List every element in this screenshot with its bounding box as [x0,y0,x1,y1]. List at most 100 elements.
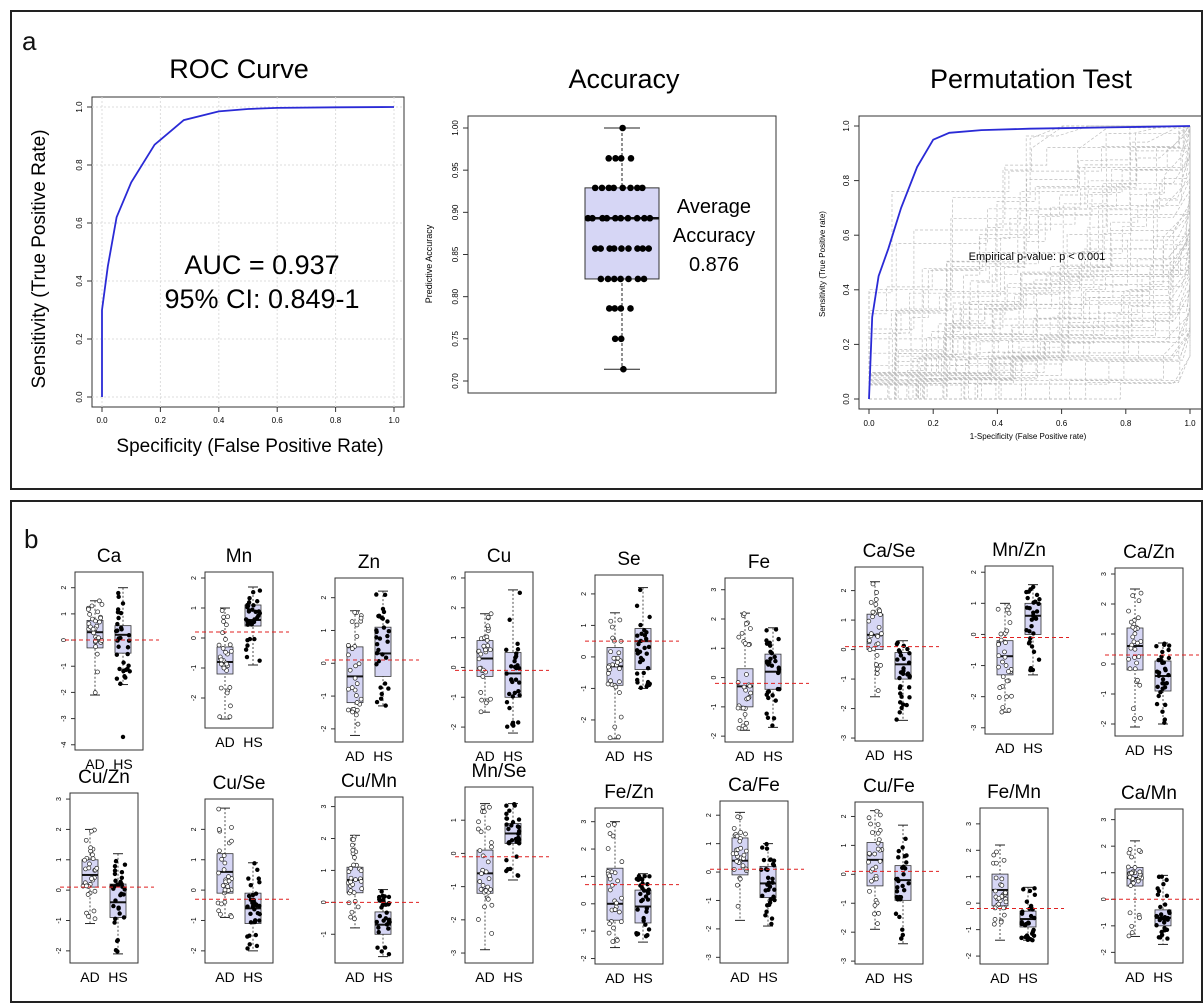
boxplot-point-hs [896,848,901,854]
boxplot-ytick-label: -2 [451,724,458,730]
boxplot-point-ad [222,887,228,893]
boxplot-point-hs [907,695,912,700]
boxplot-point-hs [1160,677,1166,682]
boxplot-point-hs [1025,595,1030,601]
boxplot-point-hs [901,666,906,671]
boxplot-point-ad [878,612,883,617]
boxplot-ytick-label: 0 [841,648,848,652]
roc-auc-text: AUC = 0.937 [184,250,339,280]
boxplot-panel-zn: Zn -2 -1 0 1 2 AD HS [321,552,419,764]
boxplot-point-ad [90,626,96,632]
boxplot-point-ad [998,919,1004,925]
boxplot-point-ad [1001,857,1007,863]
roc-ylabel: Sensitivity (True Positive Rate) [29,129,50,388]
boxplot-point-ad [1126,933,1132,939]
roc-ytick-label: 0.2 [75,333,84,345]
boxplot-point-hs [773,627,779,632]
boxplot-point-ad [358,615,364,621]
boxplot-point-hs [115,621,120,627]
boxplot-point-hs [1029,931,1035,936]
permutation-null-curve [869,126,1191,400]
boxplot-point-ad [89,603,95,609]
boxplot-point-hs [905,672,910,677]
boxplot-point-hs [118,879,123,884]
accuracy-box [584,187,660,280]
boxplot-ytick-label: 2 [56,827,63,831]
boxplot-point-hs [638,891,643,897]
boxplot-point-hs [512,690,518,696]
roc-xtick-label: 0.4 [213,416,225,425]
boxplot-point-hs [896,648,902,653]
boxplot-point-hs [386,628,392,634]
accuracy-point [646,214,654,222]
boxplot-point-hs [504,647,509,653]
boxplot-point-ad [998,631,1004,637]
boxplot-point-ad [1137,869,1143,875]
boxplot-point-hs [374,629,379,635]
boxplot-group-label: HS [763,748,782,764]
boxplot-point-ad [742,712,748,717]
boxplot-ytick-label: -1 [451,694,458,700]
permutation-null-curve [869,126,1191,400]
boxplot-point-hs [1160,709,1165,714]
boxplot-point-hs [374,592,379,597]
boxplot-point-hs [897,710,902,715]
boxplot-point-hs [125,666,130,672]
boxplot-frame [979,807,1049,965]
boxplot-point-ad [875,822,881,827]
boxplot-point-ad [608,649,613,655]
boxplot-point-hs [515,641,520,647]
boxplot-point-hs [646,644,652,650]
boxplot-point-hs [1155,914,1160,919]
boxplot-group-label: AD [735,748,754,764]
permutation-null-curve [869,126,1191,400]
boxplot-point-ad [738,830,743,835]
boxplot-point-ad [619,859,625,865]
boxplot-point-hs [1166,655,1172,661]
boxplot-point-hs [769,921,774,927]
boxplot-point-ad [611,655,617,661]
boxplot-ytick-label: 3 [1101,572,1108,576]
accuracy-point [610,184,617,192]
boxplot-point-ad [217,714,223,720]
boxplot-point-hs [256,876,261,881]
boxplot-point-hs [374,699,380,705]
boxplot-point-hs [770,876,775,881]
boxplot-point-hs [245,946,250,951]
boxplot-point-ad [866,618,872,624]
boxplot-point-ad [358,868,364,874]
accuracy-point [627,305,634,312]
boxplot-point-hs [767,857,773,863]
boxplot-point-hs [509,838,515,843]
boxplot-ytick-label: -1 [321,693,328,699]
boxplot-point-ad [223,649,228,655]
permutation-annotation: Empirical p-value: p < 0.001 [969,251,1106,263]
boxplot-point-ad [97,598,102,604]
boxplot-point-ad [1001,912,1007,918]
boxplot-ytick-label: -2 [321,726,328,732]
boxplot-point-ad [229,838,234,844]
boxplot-point-ad [1004,694,1009,700]
boxplot-point-hs [636,877,641,882]
boxplot-point-ad [874,590,879,595]
boxplot-point-ad [1003,899,1009,905]
boxplot-point-hs [1156,673,1162,678]
boxplot-point-hs [380,606,386,612]
boxplot-point-ad [216,642,222,648]
boxplot-point-hs [638,622,643,628]
boxplot-point-hs [112,863,118,869]
boxplot-point-ad [221,867,227,872]
boxplot-point-hs [504,811,509,817]
permutation-null-curve [868,125,1190,399]
accuracy-point [641,214,648,222]
boxplot-point-ad [219,608,225,613]
boxplot-point-hs [125,651,130,657]
boxplot-point-hs [516,817,522,822]
boxplot-point-ad [218,657,224,663]
boxplot-point-hs [245,602,250,608]
boxplot-point-ad [877,608,882,614]
boxplot-point-hs [252,918,258,923]
boxplot-point-hs [765,660,770,666]
boxplot-point-ad [874,653,880,658]
boxplot-ytick-label: 1 [451,818,458,822]
